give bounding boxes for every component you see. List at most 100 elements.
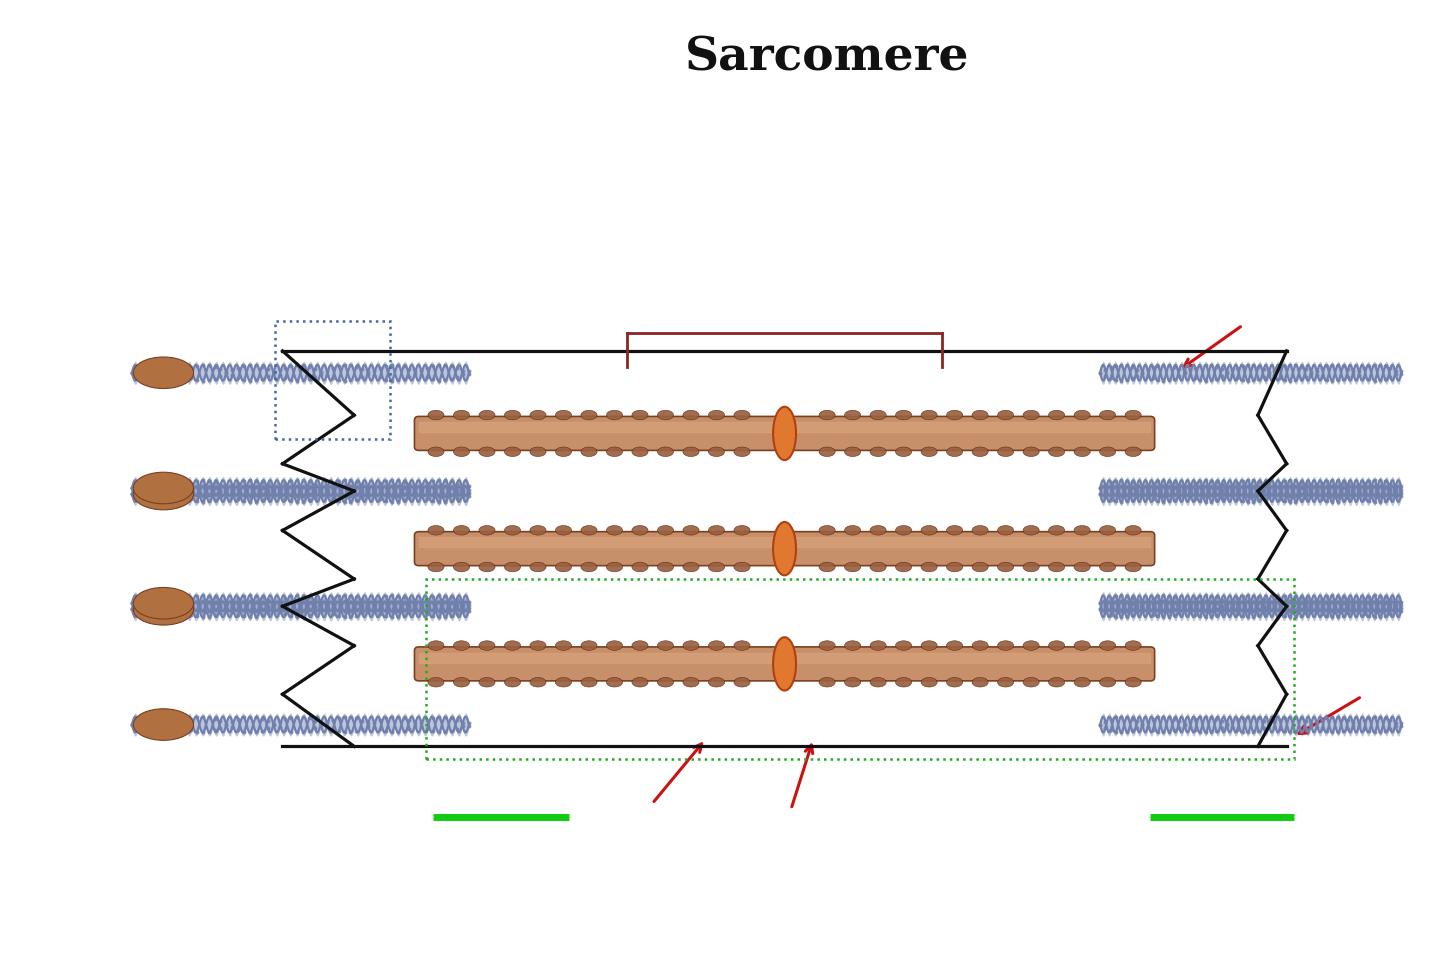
Ellipse shape xyxy=(844,447,861,457)
Ellipse shape xyxy=(480,641,495,650)
Ellipse shape xyxy=(606,641,622,650)
Ellipse shape xyxy=(1022,447,1040,457)
Ellipse shape xyxy=(632,562,648,572)
Ellipse shape xyxy=(708,562,724,572)
Ellipse shape xyxy=(1100,447,1116,457)
Ellipse shape xyxy=(632,410,648,420)
Ellipse shape xyxy=(998,410,1014,420)
Ellipse shape xyxy=(1074,525,1090,535)
Ellipse shape xyxy=(556,562,572,572)
Ellipse shape xyxy=(530,641,546,650)
Ellipse shape xyxy=(1022,677,1040,687)
Ellipse shape xyxy=(632,525,648,535)
FancyBboxPatch shape xyxy=(415,417,1155,450)
Ellipse shape xyxy=(454,562,469,572)
Ellipse shape xyxy=(922,641,937,650)
Ellipse shape xyxy=(819,562,835,572)
Ellipse shape xyxy=(428,641,444,650)
Ellipse shape xyxy=(1022,562,1040,572)
Ellipse shape xyxy=(708,641,724,650)
Ellipse shape xyxy=(734,410,750,420)
Ellipse shape xyxy=(708,410,724,420)
Ellipse shape xyxy=(1074,562,1090,572)
Ellipse shape xyxy=(1125,525,1140,535)
Ellipse shape xyxy=(1022,410,1040,420)
Ellipse shape xyxy=(844,641,861,650)
Ellipse shape xyxy=(896,677,912,687)
Ellipse shape xyxy=(896,447,912,457)
Ellipse shape xyxy=(580,562,598,572)
Ellipse shape xyxy=(1100,410,1116,420)
Ellipse shape xyxy=(998,641,1014,650)
Ellipse shape xyxy=(134,593,193,625)
Ellipse shape xyxy=(946,525,963,535)
Ellipse shape xyxy=(658,562,674,572)
Bar xyxy=(426,579,1293,758)
Ellipse shape xyxy=(480,525,495,535)
Ellipse shape xyxy=(972,641,988,650)
Ellipse shape xyxy=(480,562,495,572)
Ellipse shape xyxy=(1048,677,1064,687)
Ellipse shape xyxy=(1125,677,1140,687)
Ellipse shape xyxy=(504,525,520,535)
Ellipse shape xyxy=(998,525,1014,535)
Ellipse shape xyxy=(708,525,724,535)
Ellipse shape xyxy=(632,677,648,687)
FancyBboxPatch shape xyxy=(415,647,1155,681)
Ellipse shape xyxy=(632,447,648,457)
Ellipse shape xyxy=(556,641,572,650)
Ellipse shape xyxy=(998,562,1014,572)
Ellipse shape xyxy=(819,641,835,650)
Text: Sarcomere: Sarcomere xyxy=(685,34,969,80)
Ellipse shape xyxy=(819,525,835,535)
Ellipse shape xyxy=(683,447,698,457)
Ellipse shape xyxy=(708,447,724,457)
Ellipse shape xyxy=(870,525,886,535)
Ellipse shape xyxy=(819,447,835,457)
Ellipse shape xyxy=(896,562,912,572)
Ellipse shape xyxy=(134,709,193,741)
Ellipse shape xyxy=(1022,641,1040,650)
Ellipse shape xyxy=(844,525,861,535)
Ellipse shape xyxy=(972,562,988,572)
Ellipse shape xyxy=(683,410,698,420)
Ellipse shape xyxy=(773,522,796,575)
Ellipse shape xyxy=(819,677,835,687)
Ellipse shape xyxy=(870,677,886,687)
Bar xyxy=(275,320,390,439)
Ellipse shape xyxy=(1100,525,1116,535)
Ellipse shape xyxy=(1048,641,1064,650)
FancyBboxPatch shape xyxy=(415,532,1155,566)
Ellipse shape xyxy=(870,410,886,420)
Ellipse shape xyxy=(1125,447,1140,457)
Ellipse shape xyxy=(998,677,1014,687)
Ellipse shape xyxy=(530,562,546,572)
Ellipse shape xyxy=(972,447,988,457)
Ellipse shape xyxy=(972,525,988,535)
Ellipse shape xyxy=(734,447,750,457)
Ellipse shape xyxy=(1074,410,1090,420)
Ellipse shape xyxy=(556,677,572,687)
Ellipse shape xyxy=(922,525,937,535)
Ellipse shape xyxy=(972,410,988,420)
Ellipse shape xyxy=(1125,562,1140,572)
Ellipse shape xyxy=(773,637,796,691)
Ellipse shape xyxy=(504,677,520,687)
Ellipse shape xyxy=(1048,525,1064,535)
Ellipse shape xyxy=(683,562,698,572)
Ellipse shape xyxy=(658,641,674,650)
Ellipse shape xyxy=(606,562,622,572)
Ellipse shape xyxy=(134,472,193,504)
Ellipse shape xyxy=(556,447,572,457)
Ellipse shape xyxy=(658,410,674,420)
Ellipse shape xyxy=(658,677,674,687)
Ellipse shape xyxy=(946,562,963,572)
Ellipse shape xyxy=(530,677,546,687)
Ellipse shape xyxy=(870,447,886,457)
Ellipse shape xyxy=(580,677,598,687)
Ellipse shape xyxy=(1022,525,1040,535)
Ellipse shape xyxy=(428,525,444,535)
Ellipse shape xyxy=(134,357,193,388)
Ellipse shape xyxy=(734,562,750,572)
Ellipse shape xyxy=(870,641,886,650)
